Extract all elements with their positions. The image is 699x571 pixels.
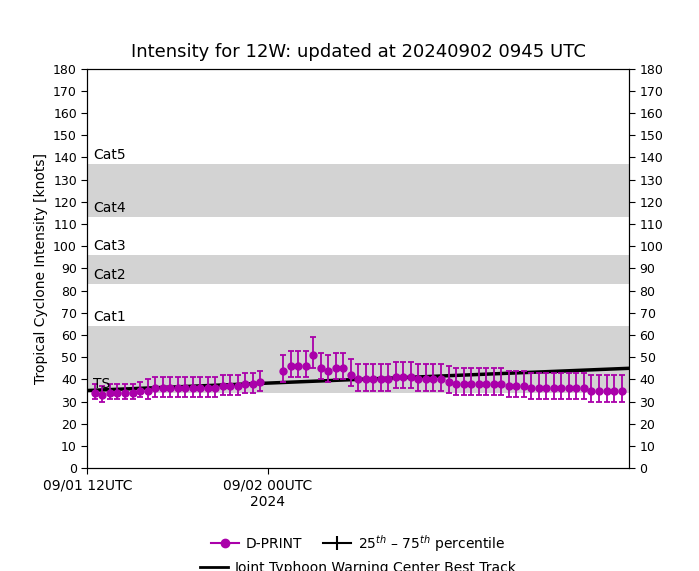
Bar <box>87 164 629 218</box>
Bar <box>87 255 629 284</box>
Y-axis label: Tropical Cyclone Intensity [knots]: Tropical Cyclone Intensity [knots] <box>34 153 48 384</box>
Bar <box>87 326 629 393</box>
Text: Cat4: Cat4 <box>93 201 125 215</box>
Text: Cat1: Cat1 <box>93 310 126 324</box>
Text: TS: TS <box>93 376 110 391</box>
Legend: Joint Typhoon Warning Center Best Track: Joint Typhoon Warning Center Best Track <box>194 555 522 571</box>
Bar <box>87 284 629 326</box>
Bar <box>87 218 629 255</box>
Text: Cat2: Cat2 <box>93 268 125 282</box>
Text: Cat5: Cat5 <box>93 148 125 162</box>
Bar <box>87 69 629 164</box>
Title: Intensity for 12W: updated at 20240902 0945 UTC: Intensity for 12W: updated at 20240902 0… <box>131 43 586 62</box>
Text: Cat3: Cat3 <box>93 239 125 253</box>
